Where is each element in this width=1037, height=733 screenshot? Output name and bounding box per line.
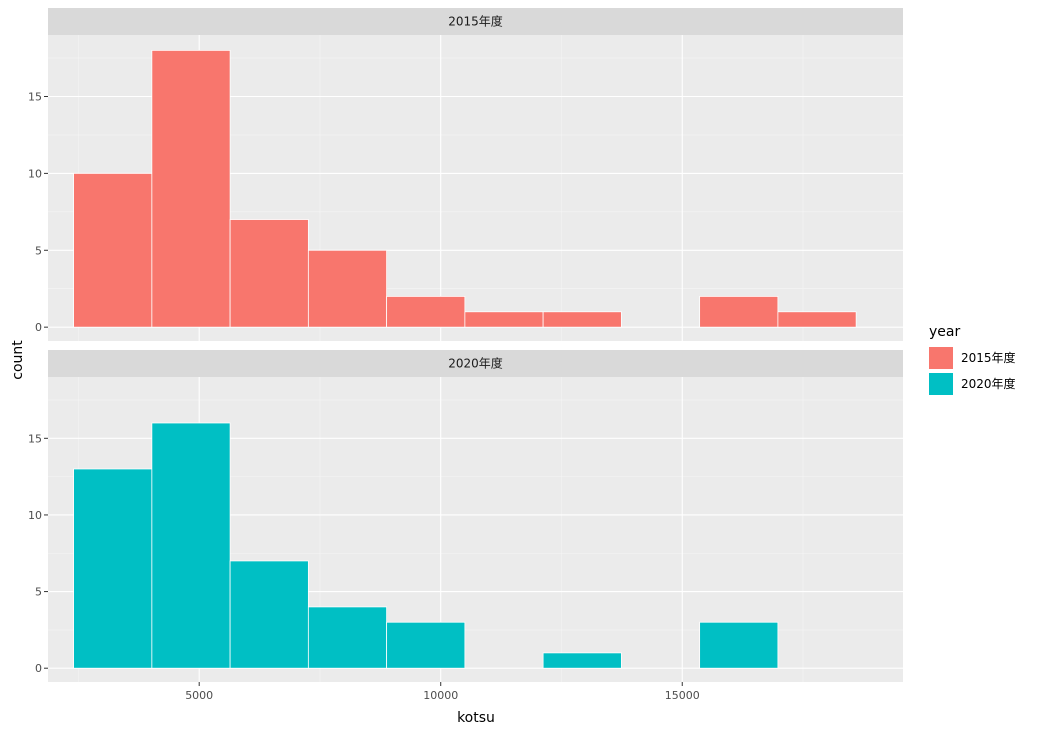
legend-key-swatch — [929, 347, 953, 369]
histogram-bar — [699, 296, 779, 328]
facet-panel-1: 2015年度 0 5 10 15 — [28, 8, 903, 341]
y-axis: 0 5 10 15 — [28, 91, 48, 334]
y-tick-label: 5 — [35, 244, 42, 257]
histogram-bar — [229, 219, 309, 328]
histogram-bars — [73, 422, 779, 669]
y-tick-label: 15 — [28, 432, 42, 445]
y-tick-label: 5 — [35, 586, 42, 599]
histogram-bar — [73, 468, 153, 669]
facet-strip-label: 2015年度 — [448, 14, 503, 29]
histogram-bar — [151, 422, 231, 669]
y-tick-label: 0 — [35, 662, 42, 675]
histogram-bar — [307, 249, 388, 328]
histogram-bar — [542, 652, 622, 669]
legend: year 2015年度 2020年度 — [929, 324, 1016, 395]
legend-entry-label: 2020年度 — [961, 376, 1016, 391]
x-axis: 5000 10000 15000 — [185, 682, 700, 702]
facet-panel-2: 2020年度 0 5 10 15 — [28, 350, 903, 682]
y-tick-label: 10 — [28, 509, 42, 522]
y-tick-label: 15 — [28, 91, 42, 104]
facet-panels: 2015年度 0 5 10 15 2020年度 0 5 10 15 — [28, 8, 903, 682]
histogram-bar — [464, 311, 544, 328]
y-tick-label: 0 — [35, 321, 42, 334]
histogram-bar — [699, 621, 779, 669]
legend-key-swatch — [929, 373, 953, 395]
y-axis: 0 5 10 15 — [28, 432, 48, 675]
legend-entry-label: 2015年度 — [961, 350, 1016, 365]
histogram-bar — [386, 621, 466, 669]
facet-strip — [48, 350, 903, 377]
x-tick-label: 15000 — [665, 689, 700, 702]
histogram-bar — [777, 311, 857, 328]
histogram-bar — [229, 560, 309, 669]
x-axis-title: kotsu — [457, 710, 495, 726]
y-axis-title: count — [10, 340, 26, 380]
x-tick-label: 10000 — [423, 689, 458, 702]
y-tick-label: 10 — [28, 167, 42, 180]
x-tick-label: 5000 — [185, 689, 213, 702]
histogram-bar — [151, 49, 231, 328]
legend-title: year — [929, 324, 960, 340]
histogram-bar — [386, 296, 466, 328]
facet-strip — [48, 8, 903, 35]
histogram-bar — [307, 606, 388, 669]
histogram-bar — [542, 311, 622, 328]
facet-strip-label: 2020年度 — [448, 356, 503, 371]
histogram-bar — [73, 172, 153, 328]
histogram-bars — [73, 49, 857, 328]
